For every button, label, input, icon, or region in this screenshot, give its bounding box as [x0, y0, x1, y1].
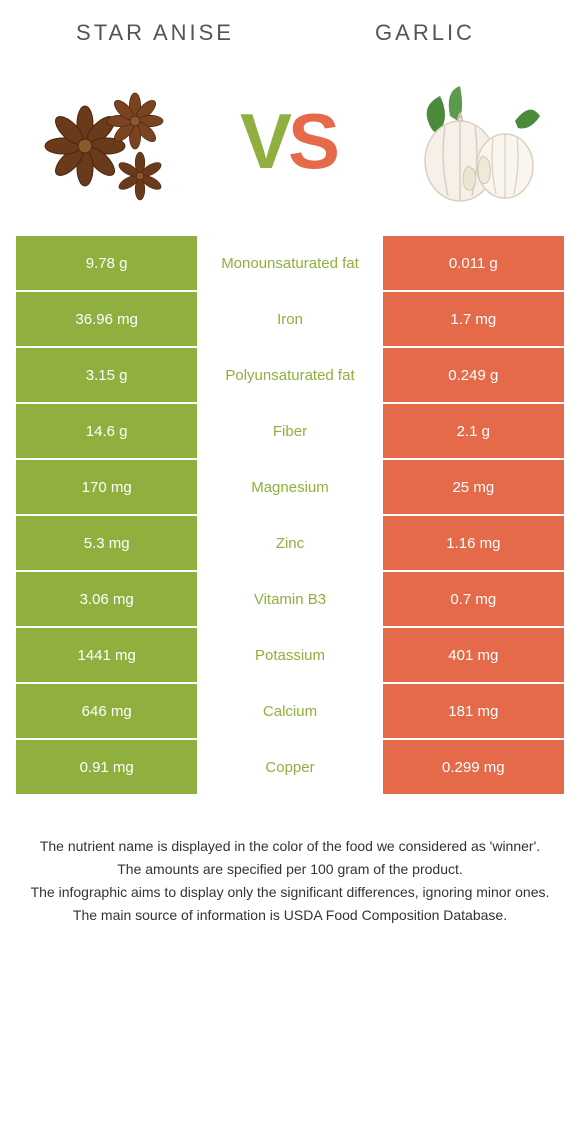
nutrient-label: Copper: [199, 740, 380, 796]
vs-s: S: [288, 96, 340, 187]
left-value: 3.15 g: [16, 348, 197, 404]
table-row: 36.96 mgIron1.7 mg: [16, 292, 564, 348]
table-row: 0.91 mgCopper0.299 mg: [16, 740, 564, 796]
footer-line: The nutrient name is displayed in the co…: [30, 836, 550, 857]
right-value: 181 mg: [383, 684, 564, 740]
nutrient-label: Polyunsaturated fat: [199, 348, 380, 404]
left-value: 36.96 mg: [16, 292, 197, 348]
vs-label: V S: [240, 96, 340, 187]
footer-line: The main source of information is USDA F…: [30, 905, 550, 926]
right-value: 0.299 mg: [383, 740, 564, 796]
table-row: 9.78 gMonounsaturated fat0.011 g: [16, 236, 564, 292]
nutrient-label: Vitamin B3: [199, 572, 380, 628]
left-value: 646 mg: [16, 684, 197, 740]
right-value: 25 mg: [383, 460, 564, 516]
table-row: 1441 mgPotassium401 mg: [16, 628, 564, 684]
footer-line: The amounts are specified per 100 gram o…: [30, 859, 550, 880]
hero-row: V S: [0, 56, 580, 236]
right-food-title: GARLIC: [290, 20, 560, 46]
nutrient-label: Monounsaturated fat: [199, 236, 380, 292]
left-value: 5.3 mg: [16, 516, 197, 572]
nutrient-label: Calcium: [199, 684, 380, 740]
right-value: 2.1 g: [383, 404, 564, 460]
table-row: 3.06 mgVitamin B30.7 mg: [16, 572, 564, 628]
right-value: 0.011 g: [383, 236, 564, 292]
table-row: 14.6 gFiber2.1 g: [16, 404, 564, 460]
left-value: 9.78 g: [16, 236, 197, 292]
nutrient-label: Zinc: [199, 516, 380, 572]
footer-line: The infographic aims to display only the…: [30, 882, 550, 903]
nutrient-label: Potassium: [199, 628, 380, 684]
right-value: 1.7 mg: [383, 292, 564, 348]
left-value: 3.06 mg: [16, 572, 197, 628]
garlic-icon: [390, 66, 550, 216]
star-anise-icon: [30, 66, 190, 216]
table-row: 646 mgCalcium181 mg: [16, 684, 564, 740]
table-row: 5.3 mgZinc1.16 mg: [16, 516, 564, 572]
left-value: 14.6 g: [16, 404, 197, 460]
vs-v: V: [240, 96, 292, 187]
comparison-table: 9.78 gMonounsaturated fat0.011 g36.96 mg…: [16, 236, 564, 796]
table-row: 3.15 gPolyunsaturated fat0.249 g: [16, 348, 564, 404]
right-value: 0.7 mg: [383, 572, 564, 628]
left-food-title: STAR ANISE: [20, 20, 290, 46]
right-value: 0.249 g: [383, 348, 564, 404]
footer-notes: The nutrient name is displayed in the co…: [0, 796, 580, 948]
left-value: 0.91 mg: [16, 740, 197, 796]
right-value: 1.16 mg: [383, 516, 564, 572]
table-row: 170 mgMagnesium25 mg: [16, 460, 564, 516]
nutrient-label: Magnesium: [199, 460, 380, 516]
header-titles: STAR ANISE GARLIC: [0, 0, 580, 56]
nutrient-label: Fiber: [199, 404, 380, 460]
right-value: 401 mg: [383, 628, 564, 684]
left-value: 1441 mg: [16, 628, 197, 684]
nutrient-label: Iron: [199, 292, 380, 348]
left-value: 170 mg: [16, 460, 197, 516]
